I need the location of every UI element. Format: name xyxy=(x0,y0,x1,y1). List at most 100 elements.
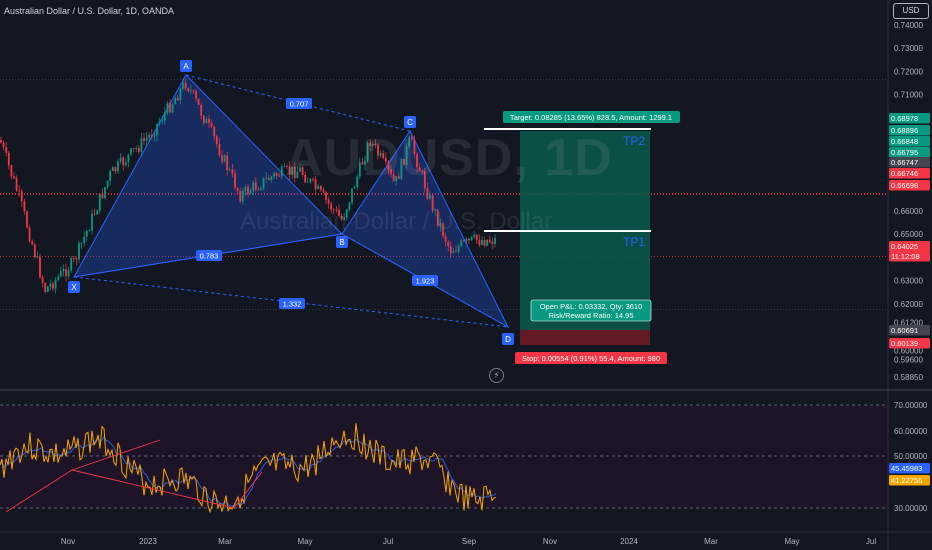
candle-body xyxy=(309,178,312,182)
ratio-0707: 0.707 xyxy=(286,98,312,109)
pattern-line-bd xyxy=(341,233,509,328)
candle-body xyxy=(104,186,106,198)
rsi-divergence-line xyxy=(5,469,73,513)
candle-body xyxy=(390,169,392,175)
time-axis[interactable]: Nov 2023 Mar May Jul Sep Nov 2024 Mar May Jul xyxy=(61,537,876,546)
point-b[interactable]: B xyxy=(336,236,348,248)
candle-body xyxy=(486,239,489,246)
price-tag-label: 0.66795 xyxy=(891,148,918,157)
point-d[interactable]: D xyxy=(502,333,514,345)
candle-body xyxy=(28,227,31,242)
candle-body xyxy=(473,234,476,237)
candle-body xyxy=(431,195,434,211)
candle-body xyxy=(408,137,411,147)
tp2-label: TP2 xyxy=(623,134,645,148)
candle-body xyxy=(465,238,468,241)
candle-body xyxy=(254,182,257,190)
candle-body xyxy=(109,171,112,181)
time-tick: 2024 xyxy=(620,537,638,546)
candle-body xyxy=(143,138,145,141)
candle-body xyxy=(179,88,182,101)
candle-body xyxy=(304,174,307,183)
candle-body xyxy=(83,236,86,243)
candle-body xyxy=(351,188,353,203)
candle-body xyxy=(59,271,62,277)
candle-body xyxy=(215,136,218,144)
candle-body xyxy=(262,177,265,189)
candle-body xyxy=(421,171,424,172)
lightning-icon[interactable]: ⚡ xyxy=(489,368,504,383)
candle-body xyxy=(98,193,101,211)
candle-body xyxy=(44,282,47,292)
candle-body xyxy=(163,112,166,121)
candle-body xyxy=(397,176,400,179)
candle-body xyxy=(31,241,34,245)
rsi-band xyxy=(0,405,888,508)
price-tag-bg xyxy=(889,325,930,336)
price-tag-bg xyxy=(889,136,930,147)
candle-body xyxy=(57,276,60,280)
candle-body xyxy=(249,190,252,194)
candle-body xyxy=(197,98,200,105)
candle-body xyxy=(291,166,294,175)
candle-body xyxy=(88,230,91,232)
rsi-divergence-line xyxy=(71,469,235,509)
candle-body xyxy=(426,188,429,199)
candle-body xyxy=(231,169,234,174)
candle-body xyxy=(257,189,260,191)
candle-body xyxy=(416,154,418,168)
candle-body xyxy=(312,178,314,180)
candle-body xyxy=(288,166,291,175)
candle-body xyxy=(137,147,140,152)
candle-body xyxy=(132,148,135,149)
price-tag-label: 0.68978 xyxy=(891,114,918,123)
price-tag-label: 0.60691 xyxy=(891,326,918,335)
candle-body xyxy=(332,209,335,211)
candle-body xyxy=(436,209,439,226)
candle-body xyxy=(283,166,286,167)
price-tick: 0.72000 xyxy=(894,67,923,76)
rsi-tick: 50.00000 xyxy=(894,452,928,461)
candle-body xyxy=(252,182,255,191)
candle-body xyxy=(161,120,164,122)
candle-body xyxy=(301,167,304,175)
candle-body xyxy=(226,155,229,170)
candle-body xyxy=(200,104,203,116)
candle-body xyxy=(145,137,148,141)
candle-body xyxy=(20,191,23,202)
stop-label: Stop: 0.00554 (0.91%) 55.4, Amount: 980 xyxy=(522,354,660,363)
point-x[interactable]: X xyxy=(68,281,80,293)
candle-body xyxy=(395,176,398,182)
point-c[interactable]: C xyxy=(404,116,416,128)
candle-body xyxy=(369,143,372,147)
svg-text:1.923: 1.923 xyxy=(416,277,435,286)
candle-body xyxy=(392,174,395,182)
time-tick: May xyxy=(784,537,799,546)
candle-body xyxy=(52,283,54,289)
point-a[interactable]: A xyxy=(180,60,192,72)
candle-body xyxy=(241,191,244,202)
candle-body xyxy=(189,90,192,92)
candle-body xyxy=(356,176,359,188)
candle-body xyxy=(124,162,127,166)
time-tick: Mar xyxy=(704,537,718,546)
price-tag-label: 11:12:08 xyxy=(891,252,920,261)
candle-body xyxy=(70,258,73,271)
currency-button[interactable]: USD xyxy=(893,3,929,19)
tp1-label: TP1 xyxy=(623,235,645,249)
time-tick: Nov xyxy=(543,537,557,546)
rsi-tag-label: 45.45983 xyxy=(891,464,922,473)
symbol-legend[interactable]: Australian Dollar / U.S. Dollar, 1D, OAN… xyxy=(4,6,175,16)
candle-body xyxy=(364,160,366,165)
price-tag-bg xyxy=(889,125,930,136)
candle-body xyxy=(195,90,197,99)
candle-body xyxy=(2,142,5,148)
candle-body xyxy=(410,137,413,140)
price-tag-bg xyxy=(889,147,930,158)
candle-body xyxy=(182,82,184,89)
price-tag-label: 0.66747 xyxy=(891,158,918,167)
candle-body xyxy=(330,203,333,210)
candle-body xyxy=(62,269,65,272)
